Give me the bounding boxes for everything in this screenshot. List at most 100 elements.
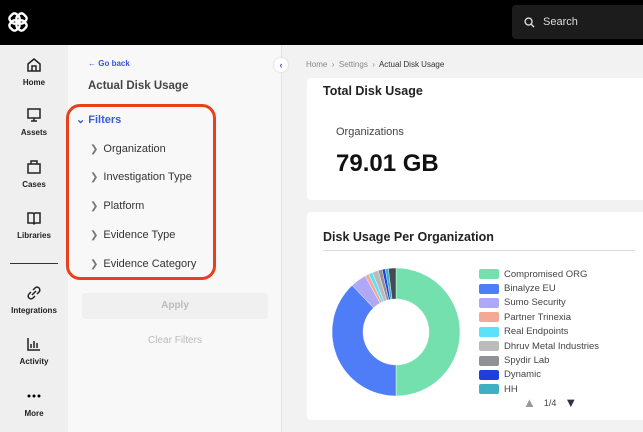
page-down-icon[interactable]: ▼	[564, 395, 578, 410]
filter-organization[interactable]: ❯ Organization	[90, 143, 166, 155]
briefcase-icon	[27, 160, 41, 174]
clear-filters-button[interactable]: Clear Filters	[148, 335, 202, 346]
nav-label: Cases	[22, 180, 46, 189]
nav-libraries[interactable]: Libraries	[0, 210, 68, 240]
more-icon	[27, 394, 41, 398]
legend-label: HH	[504, 383, 518, 395]
search-icon	[524, 16, 535, 28]
card-title: Disk Usage Per Organization	[323, 230, 494, 244]
donut-chart	[331, 267, 461, 397]
card-title: Total Disk Usage	[323, 84, 423, 98]
legend-label: Real Endpoints	[504, 326, 569, 338]
legend-item[interactable]: Dynamic	[479, 368, 599, 382]
nav-cases[interactable]: Cases	[0, 159, 68, 189]
legend-label: Spydir Lab	[504, 355, 550, 367]
filter-label: Investigation Type	[103, 171, 192, 183]
page-up-icon[interactable]: ▲	[523, 395, 536, 410]
filters-label: Filters	[88, 114, 122, 126]
home-icon	[27, 58, 41, 72]
chevron-right-icon: ❯	[90, 201, 99, 212]
chevron-right-icon: ❯	[90, 172, 99, 183]
panel-title: Actual Disk Usage	[88, 80, 189, 92]
search-input[interactable]: Search	[512, 5, 643, 39]
breadcrumb: Home › Settings › Actual Disk Usage	[306, 60, 445, 69]
monitor-icon	[27, 108, 41, 122]
nav-label: Integrations	[11, 306, 57, 315]
go-back-label: Go back	[98, 59, 130, 68]
total-disk-usage-card: Total Disk Usage Organizations 79.01 GB	[307, 78, 643, 200]
filter-label: Evidence Type	[103, 229, 176, 241]
filter-evidence-type[interactable]: ❯ Evidence Type	[90, 229, 175, 241]
filter-panel: ← Go back Actual Disk Usage ⌄ Filters ❯ O…	[66, 45, 282, 432]
legend-label: Partner Trinexia	[504, 311, 572, 323]
link-icon	[27, 286, 41, 300]
chevron-right-icon: ❯	[90, 259, 99, 270]
legend-swatch	[479, 369, 499, 380]
breadcrumb-settings[interactable]: Settings	[338, 60, 368, 69]
legend-item[interactable]: Binalyze EU	[479, 281, 599, 295]
nav-label: Assets	[20, 128, 48, 137]
nav-integrations[interactable]: Integrations	[0, 285, 68, 315]
legend-swatch	[479, 341, 499, 352]
nav-label: Activity	[19, 357, 49, 366]
filter-evidence-category[interactable]: ❯ Evidence Category	[90, 258, 196, 270]
nav-label: Home	[22, 78, 46, 87]
legend-label: Compromised ORG	[504, 268, 588, 280]
page-indicator: 1/4	[543, 397, 557, 408]
filter-investigation-type[interactable]: ❯ Investigation Type	[90, 171, 192, 183]
search-placeholder: Search	[543, 16, 578, 28]
legend-item[interactable]: Dhruv Metal Industries	[479, 339, 599, 353]
legend-item[interactable]: Partner Trinexia	[479, 310, 599, 324]
legend-swatch	[479, 355, 499, 366]
donut-slice[interactable]	[395, 267, 461, 397]
legend-label: Dhruv Metal Industries	[504, 340, 600, 352]
sidebar-nav: Home Assets Cases Libraries Integrations…	[0, 45, 68, 432]
legend-pager: ▲ 1/4 ▼	[523, 395, 577, 410]
legend-item[interactable]: Spydir Lab	[479, 353, 599, 367]
nav-home[interactable]: Home	[0, 57, 68, 87]
filter-platform[interactable]: ❯ Platform	[90, 200, 144, 212]
legend-label: Sumo Security	[504, 297, 566, 309]
legend-swatch	[479, 269, 499, 280]
legend-label: Binalyze EU	[504, 283, 556, 295]
organizations-label: Organizations	[336, 126, 404, 138]
legend-swatch	[479, 326, 499, 337]
filter-label: Platform	[103, 200, 145, 212]
legend-item[interactable]: Real Endpoints	[479, 325, 599, 339]
divider	[323, 250, 635, 251]
breadcrumb-current: Actual Disk Usage	[378, 60, 445, 69]
chevron-down-icon: ⌄	[76, 114, 89, 126]
donut-slice[interactable]	[388, 267, 397, 300]
nav-divider	[10, 263, 58, 264]
breadcrumb-home[interactable]: Home	[306, 60, 328, 69]
legend-item[interactable]: Compromised ORG	[479, 267, 599, 281]
book-icon	[27, 212, 41, 226]
filter-label: Organization	[103, 143, 166, 155]
top-bar: Search	[0, 0, 643, 45]
legend: Compromised ORG Binalyze EU Sumo Security P…	[479, 267, 599, 397]
legend-swatch	[479, 283, 499, 294]
nav-label: More	[24, 409, 44, 418]
legend-swatch	[479, 384, 499, 395]
nav-assets[interactable]: Assets	[0, 107, 68, 137]
filters-toggle[interactable]: ⌄ Filters	[76, 113, 121, 126]
total-value: 79.01 GB	[336, 150, 439, 177]
apply-button[interactable]: Apply	[82, 293, 268, 319]
nav-activity[interactable]: Activity	[0, 336, 68, 366]
disk-usage-per-org-card: Disk Usage Per Organization Compromised …	[307, 212, 643, 420]
legend-item[interactable]: Sumo Security	[479, 296, 599, 310]
legend-item[interactable]: HH	[479, 382, 599, 396]
chart-icon	[27, 338, 40, 351]
chevron-right-icon: ❯	[90, 144, 99, 155]
nav-more[interactable]: More	[0, 388, 68, 418]
collapse-panel-button[interactable]: ‹	[274, 58, 288, 72]
legend-swatch	[479, 312, 499, 323]
legend-label: Dynamic	[504, 369, 541, 381]
nav-label: Libraries	[17, 231, 51, 240]
filter-label: Evidence Category	[103, 258, 197, 270]
donut-slice[interactable]	[331, 285, 397, 397]
highlight-outline	[66, 104, 216, 280]
app-logo-icon[interactable]	[8, 12, 28, 32]
go-back-link[interactable]: ← Go back	[88, 59, 130, 68]
legend-swatch	[479, 297, 499, 308]
